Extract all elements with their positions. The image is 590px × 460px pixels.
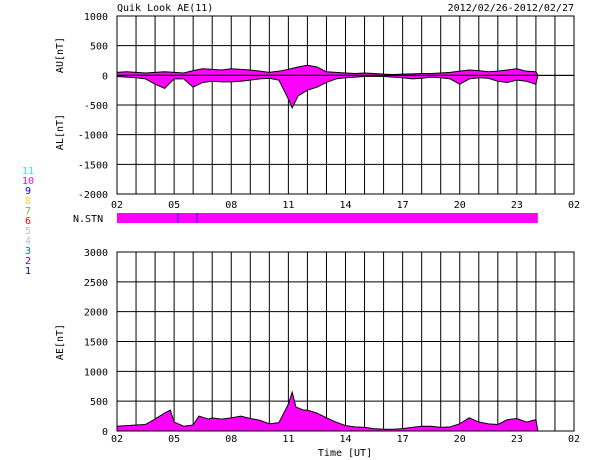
ae-xtick-label: 20	[454, 434, 466, 445]
ae-series-ae	[116, 390, 539, 432]
ae-ytick-label: 500	[90, 397, 108, 408]
top-ytick-label: 1000	[84, 12, 108, 23]
top-xtick-label: 11	[282, 200, 294, 211]
ae-xtick-label: 14	[339, 434, 351, 445]
top-ytick-label: -2000	[78, 190, 108, 201]
ae-xtick-label: 05	[168, 434, 180, 445]
time-axis-label: Time [UT]	[318, 448, 372, 459]
top-ytick-label: 500	[90, 42, 108, 53]
ae-xtick-label: 23	[511, 434, 523, 445]
station-legend-label: 1	[25, 266, 31, 277]
top-ytick-label: -1500	[78, 160, 108, 171]
station-legend-label: 9	[25, 186, 31, 197]
top-series-au	[116, 64, 539, 76]
ae-xtick-label: 02	[111, 434, 123, 445]
nstn-panel	[117, 213, 538, 223]
date-range: 2012/02/26-2012/02/27	[448, 3, 574, 14]
ae-xtick-label: 02	[568, 434, 580, 445]
station-legend-label: 7	[25, 206, 31, 217]
ae-ytick-label: 2000	[84, 308, 108, 319]
nstn-bar	[117, 213, 538, 223]
top-xtick-label: 14	[339, 200, 351, 211]
ae-xtick-label: 17	[397, 434, 409, 445]
top-xtick-label: 08	[225, 200, 237, 211]
ae-xtick-label: 08	[225, 434, 237, 445]
top-xtick-label: 02	[568, 200, 580, 211]
top-ytick-label: -1000	[78, 131, 108, 142]
station-legend-label: 3	[25, 246, 31, 257]
ae-ytick-label: 1000	[84, 367, 108, 378]
ae-frame	[116, 251, 575, 432]
ae-axis-label: AE[nT]	[55, 324, 66, 360]
top-ytick-label: -500	[84, 101, 108, 112]
al-axis-label: AL[nT]	[55, 114, 66, 150]
top-xtick-label: 20	[454, 200, 466, 211]
top-xtick-label: 05	[168, 200, 180, 211]
top-xtick-label: 17	[397, 200, 409, 211]
ae-ytick-label: 1500	[84, 338, 108, 349]
station-legend-label: 11	[22, 166, 34, 177]
ae-ytick-label: 0	[102, 427, 108, 438]
station-legend-label: 8	[25, 196, 31, 207]
station-legend-label: 6	[25, 216, 31, 227]
chart-title: Quik Look AE(11)	[117, 3, 213, 14]
station-legend-label: 5	[25, 226, 31, 237]
top-ytick-label: 0	[102, 71, 108, 82]
nstn-label: N.STN	[73, 214, 103, 225]
au-axis-label: AU[nT]	[55, 37, 66, 73]
top-xtick-label: 02	[111, 200, 123, 211]
top-xtick-label: 23	[511, 200, 523, 211]
top-series-al	[116, 74, 539, 110]
station-legend-label: 10	[22, 176, 34, 187]
ae-xtick-label: 11	[282, 434, 294, 445]
ae-ytick-label: 2500	[84, 278, 108, 289]
station-legend-label: 2	[25, 256, 31, 267]
ae-ytick-label: 3000	[84, 248, 108, 259]
top-frame	[116, 15, 575, 195]
station-legend-label: 4	[25, 236, 31, 247]
